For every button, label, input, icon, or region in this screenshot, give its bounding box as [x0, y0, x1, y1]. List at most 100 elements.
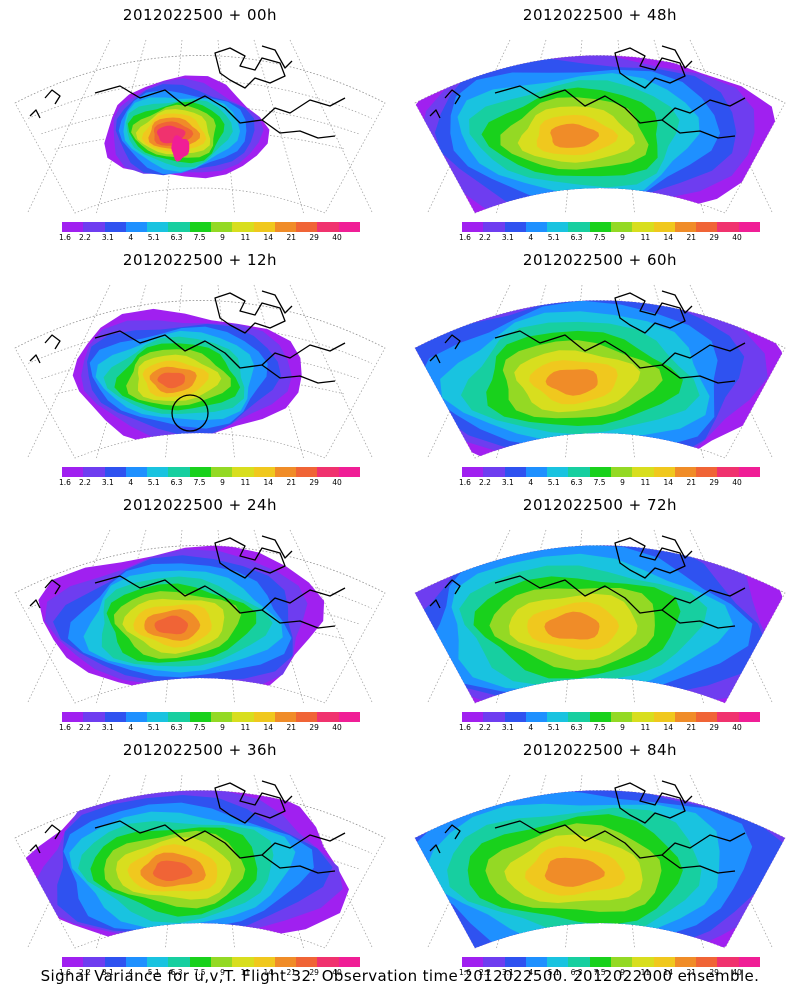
- colorbar-swatch: [210, 222, 233, 232]
- map-panel-36h: 2012022500 + 36h 1.6 2.2 3.1 4 5.1 6.3 7.5 9 11 1…: [0, 735, 400, 980]
- colorbar-swatch: [610, 712, 633, 722]
- colorbar-swatch: [83, 467, 105, 477]
- colorbar-tick-label: 7.5: [593, 968, 606, 977]
- colorbar-swatch: [462, 467, 484, 477]
- colorbar-swatch: [696, 467, 718, 477]
- colorbar-swatch: [462, 957, 484, 967]
- colorbar-tick-label: 1.6: [59, 233, 71, 242]
- colorbar-swatch: [296, 712, 318, 722]
- colorbar-tick-label: 29: [709, 968, 719, 977]
- colorbar-swatch: [674, 957, 697, 967]
- colorbar-swatch: [738, 222, 760, 232]
- colorbar-tick-label: 11: [640, 233, 651, 242]
- colorbar-swatch: [547, 222, 569, 232]
- colorbar-swatch: [189, 222, 211, 232]
- colorbar-swatch: [696, 712, 718, 722]
- colorbar-swatch: [210, 712, 233, 722]
- map-panel-00h: 2012022500 + 00h 1.6 2.2 3.1 4 5.1 6.3 7.5 9 11 1…: [0, 0, 400, 245]
- colorbar: [62, 712, 360, 722]
- colorbar-swatch: [104, 712, 126, 722]
- colorbar-swatch: [483, 222, 505, 232]
- colorbar-swatch: [147, 712, 169, 722]
- colorbar-swatch: [83, 957, 105, 967]
- colorbar-swatch: [274, 222, 297, 232]
- colorbar-swatch: [568, 467, 590, 477]
- colorbar-swatch: [125, 222, 148, 232]
- colorbar-tick-label: 6.3: [570, 233, 583, 242]
- colorbar-tick-label: 3.1: [501, 723, 514, 732]
- map-panel-60h: 2012022500 + 60h 1.6 2.2 3.1 4 5.1 6.3 7.5 9 11 1…: [400, 245, 800, 490]
- colorbar-swatch: [210, 957, 233, 967]
- colorbar-tick-label: 29: [309, 723, 319, 732]
- variance-map: [14, 774, 386, 949]
- colorbar-swatch: [83, 712, 105, 722]
- colorbar-swatch: [317, 222, 339, 232]
- colorbar-swatch: [610, 957, 633, 967]
- variance-field: [415, 790, 785, 948]
- colorbar-tick-label: 5.1: [547, 968, 560, 977]
- colorbar-tick-label: 2.2: [78, 478, 91, 487]
- colorbar-tick-label: 2.2: [478, 233, 491, 242]
- colorbar-swatch: [338, 957, 360, 967]
- variance-map: [414, 774, 786, 949]
- colorbar-tick-label: 2.2: [478, 968, 491, 977]
- colorbar-tick-label: 9: [620, 233, 625, 242]
- colorbar-tick-label: 3.1: [101, 478, 114, 487]
- colorbar-swatch: [189, 467, 211, 477]
- colorbar-tick-label: 5.1: [147, 968, 160, 977]
- colorbar-swatch: [589, 222, 611, 232]
- colorbar-tick-label: 40: [332, 968, 342, 977]
- colorbar-tick-label: 4: [128, 723, 134, 732]
- colorbar-tick-label: 7.5: [193, 233, 206, 242]
- colorbar: [62, 222, 360, 232]
- colorbar-tick-label: 21: [686, 723, 696, 732]
- colorbar-swatch: [696, 222, 718, 232]
- colorbar-tick-label: 6.3: [170, 723, 183, 732]
- colorbar-tick-label: 6.3: [570, 723, 583, 732]
- colorbar-swatch: [296, 467, 318, 477]
- colorbar-tick-label: 9: [220, 233, 225, 242]
- variance-field: [415, 55, 778, 213]
- colorbar-swatch: [104, 957, 126, 967]
- colorbar-swatch: [189, 957, 211, 967]
- colorbar-tick-label: 21: [686, 968, 696, 977]
- colorbar-swatch: [525, 957, 548, 967]
- colorbar-swatch: [62, 712, 84, 722]
- colorbar: [62, 957, 360, 967]
- coastline: [429, 780, 746, 874]
- colorbar-tick-label: 4: [128, 233, 134, 242]
- colorbar-swatch: [253, 712, 275, 722]
- colorbar-labels: 1.6 2.2 3.1 4 5.1 6.3 7.5 9 11 14 21 29 40: [459, 478, 760, 488]
- colorbar-tick-label: 7.5: [193, 968, 206, 977]
- colorbar-tick-label: 14: [263, 233, 274, 242]
- colorbar-swatch: [104, 467, 126, 477]
- colorbar-swatch: [653, 222, 675, 232]
- colorbar-tick-label: 5.1: [147, 723, 160, 732]
- colorbar-swatch: [610, 467, 633, 477]
- colorbar-swatch: [589, 467, 611, 477]
- variance-map: [14, 529, 386, 704]
- colorbar-swatch: [317, 712, 339, 722]
- colorbar-tick-label: 3.1: [101, 968, 114, 977]
- colorbar-tick-label: 6.3: [570, 968, 583, 977]
- colorbar-tick-label: 14: [663, 233, 674, 242]
- colorbar-swatch: [104, 222, 126, 232]
- colorbar-swatch: [274, 467, 297, 477]
- colorbar-swatch: [632, 222, 654, 232]
- coastline: [429, 45, 746, 139]
- colorbar-tick-label: 7.5: [593, 233, 606, 242]
- colorbar-swatch: [338, 222, 360, 232]
- variance-map: [414, 39, 786, 214]
- colorbar-tick-label: 14: [263, 968, 274, 977]
- colorbar-swatch: [504, 957, 526, 967]
- colorbar-tick-label: 21: [286, 968, 296, 977]
- colorbar-tick-label: 11: [240, 968, 251, 977]
- colorbar-tick-label: 40: [732, 968, 742, 977]
- colorbar-tick-label: 40: [332, 723, 342, 732]
- colorbar-tick-label: 1.6: [459, 723, 471, 732]
- coastline: [29, 290, 346, 384]
- colorbar-swatch: [525, 712, 548, 722]
- colorbar-tick-label: 2.2: [78, 233, 91, 242]
- colorbar: [462, 957, 760, 967]
- colorbar-swatch: [253, 222, 275, 232]
